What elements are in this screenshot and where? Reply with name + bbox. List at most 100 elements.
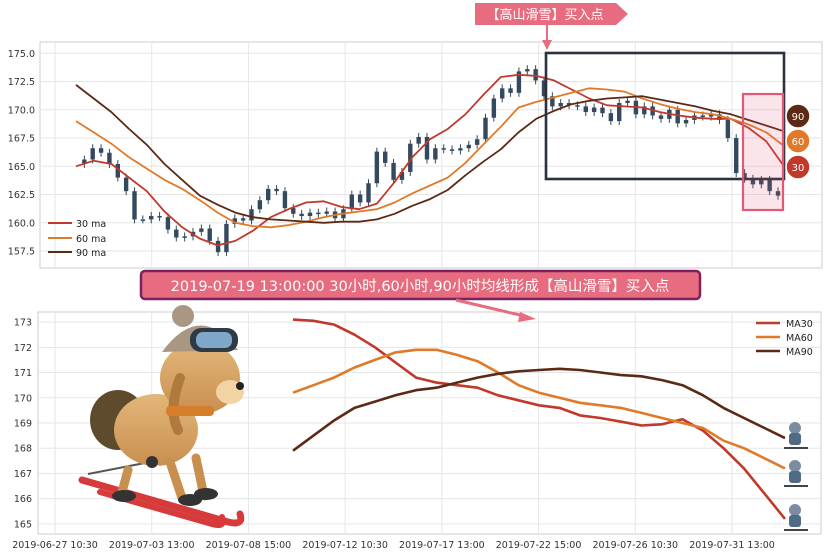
bottom-y-tick-label: 165 [14, 519, 32, 530]
bottom-panel: 173 172 171 170 169 168 167 166 165 2019-06-27 1… [12, 305, 822, 551]
top-y-tick-label: 175.0 [8, 49, 35, 60]
bottom-y-tick-label: 167 [14, 469, 32, 480]
top-line-30-ma [75, 73, 785, 247]
skiing-dog-illustration [78, 305, 245, 529]
top-line-60-ma [75, 87, 785, 229]
candle-body [82, 159, 87, 165]
top-banner-shape [475, 3, 628, 25]
candle-body [249, 209, 254, 221]
mid-banner-arrow-head [518, 312, 536, 322]
candle-body [750, 178, 756, 185]
candle-body [575, 105, 580, 107]
mini-skier-30 [784, 504, 808, 531]
bottom-x-tick-label: 2019-07-08 15:00 [206, 540, 292, 551]
buy-zone-box [741, 92, 785, 212]
legend-label-30ma: 30 ma [76, 219, 106, 230]
candle-body [617, 103, 622, 122]
candle-body [566, 103, 572, 106]
candle-body [516, 71, 522, 93]
candle-body [140, 219, 146, 221]
candle-body [541, 80, 547, 97]
badge-90 [785, 103, 811, 129]
top-y-tick-label: 160.0 [8, 218, 35, 229]
candle-body [98, 148, 104, 153]
bottom-line-MA30 [292, 318, 787, 520]
candle-body [257, 200, 263, 210]
candle-body [240, 218, 246, 221]
bottom-y-tick-label: 168 [14, 444, 32, 455]
top-y-tick-label: 162.5 [8, 190, 35, 201]
bottom-line-MA60 [292, 348, 786, 470]
bottom-x-tick-label: 2019-07-31 13:00 [689, 540, 775, 551]
top-y-tick-label: 172.5 [8, 77, 35, 88]
candle-body [199, 228, 204, 232]
candle-body [717, 114, 722, 120]
top-legend: 30 ma 60 ma 90 ma [48, 219, 106, 259]
bottom-x-tick-label: 2019-07-26 10:30 [592, 540, 678, 551]
candle-body [349, 194, 354, 210]
candle-body [734, 138, 739, 174]
badge-30-label: 30 [792, 163, 805, 174]
candle-body [157, 216, 162, 218]
candle-body [391, 162, 396, 180]
candle-body [458, 148, 463, 151]
candle-body [525, 69, 530, 72]
bottom-x-tick-label: 2019-07-12 10:30 [302, 540, 388, 551]
top-y-tick-label: 165.0 [8, 162, 35, 173]
candle-body [759, 179, 764, 185]
bottom-x-tick-label: 2019-07-22 15:00 [496, 540, 582, 551]
bottom-y-tick-label: 173 [14, 318, 32, 329]
candle-body [324, 211, 329, 214]
candle-body [232, 218, 237, 224]
candle-body [149, 216, 154, 220]
candle-body [591, 107, 597, 113]
candle-body [399, 171, 405, 180]
candle-body [550, 96, 555, 107]
candle-body [307, 212, 313, 217]
top-ma-lines [75, 73, 785, 247]
candle-body [583, 106, 588, 113]
top-y-tick-label: 157.5 [8, 247, 35, 258]
candle-body [658, 115, 664, 119]
bottom-ma-lines [292, 318, 787, 520]
candle-body [215, 240, 221, 253]
top-y-tick-label: 170.0 [8, 105, 35, 116]
candle-body [642, 106, 647, 115]
legend-label-90ma: 90 ma [76, 248, 106, 259]
candle-body [742, 173, 747, 179]
bottom-x-tick-label: 2019-07-03 13:00 [109, 540, 195, 551]
candle-body [600, 107, 605, 114]
candle-body [165, 217, 171, 230]
top-y-tick-label: 167.5 [8, 134, 35, 145]
candle-body [266, 188, 271, 201]
candle-body [433, 148, 438, 160]
bottom-x-tick-label: 2019-06-27 10:30 [12, 540, 98, 551]
badge-60 [785, 128, 811, 154]
candle-body [224, 223, 229, 253]
candle-body [374, 151, 380, 184]
candle-body [366, 183, 371, 203]
top-x-grid [54, 42, 733, 268]
top-banner-text: 【高山滑雪】买入点 [486, 7, 603, 23]
candle-body [424, 136, 430, 160]
badge-30 [785, 154, 811, 180]
candle-body [132, 191, 137, 220]
candle-body [508, 88, 513, 93]
candle-body [274, 188, 279, 192]
badge-60-label: 60 [792, 137, 805, 148]
candle-body [625, 100, 630, 104]
top-banner-arrow-head [542, 40, 552, 50]
bottom-y-tick-label: 166 [14, 494, 32, 505]
candle-body [182, 236, 187, 238]
candle-body [316, 212, 321, 215]
candle-body [474, 139, 480, 145]
candle-body [90, 148, 95, 160]
mid-banner-arrow-stem [455, 298, 525, 318]
candle-body [675, 109, 680, 124]
candle-body [107, 152, 112, 165]
candle-body [174, 229, 179, 238]
candle-body [483, 117, 488, 140]
bottom-y-tick-label: 172 [14, 343, 32, 354]
candle-body [775, 191, 781, 196]
